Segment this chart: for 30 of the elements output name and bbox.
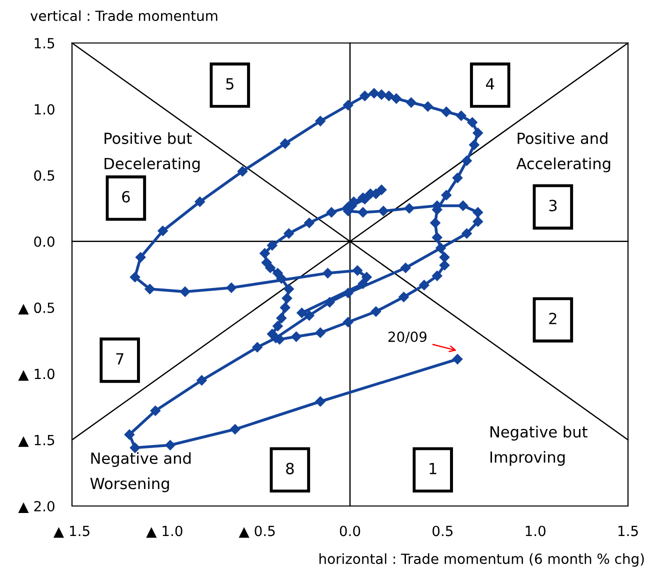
annotation: 6: [122, 190, 130, 203]
x-tick-label: 0.5: [432, 526, 452, 536]
annotation: 7: [116, 353, 124, 364]
x-axis-title: horizontal : Trade momentum (6 month % chg): [320, 553, 644, 567]
y-tick-label: 0.0: [34, 236, 54, 247]
annotation: Positive but Decelerating: [104, 132, 200, 172]
annotation: 5: [226, 78, 234, 90]
y-axis-title: vertical : Trade momentum: [30, 10, 218, 22]
annotation: 3: [549, 200, 557, 212]
x-tick-label: ▲ 0.5: [238, 526, 275, 538]
y-tick-label: ▲ 1.0: [18, 368, 54, 381]
x-tick-label: 1.5: [618, 526, 638, 536]
y-tick-label: 1.5: [34, 38, 54, 48]
x-tick-label: ▲ 1.0: [146, 526, 182, 538]
annotation: 2: [549, 312, 556, 324]
y-tick-label: ▲ 1.5: [18, 435, 54, 447]
y-tick-label: 1.0: [34, 104, 54, 115]
annotation: 8: [286, 462, 294, 474]
annotation: 4: [486, 78, 494, 90]
y-tick-label: ▲ 2.0: [18, 500, 54, 513]
annotation: 1: [430, 462, 436, 474]
x-tick-label: 0.0: [340, 526, 360, 536]
y-tick-label: 0.5: [34, 170, 54, 181]
x-tick-label: 1.0: [526, 526, 546, 536]
annotation: Positive and Accelerating: [516, 132, 610, 172]
y-tick-label: ▲ 0.5: [18, 302, 54, 315]
annotation: Negative and Worsening: [90, 452, 191, 492]
x-tick-label: ▲ 1.5: [53, 526, 90, 538]
annotation: 20/09: [388, 332, 426, 344]
annotation: Negative but Improving: [490, 426, 588, 466]
